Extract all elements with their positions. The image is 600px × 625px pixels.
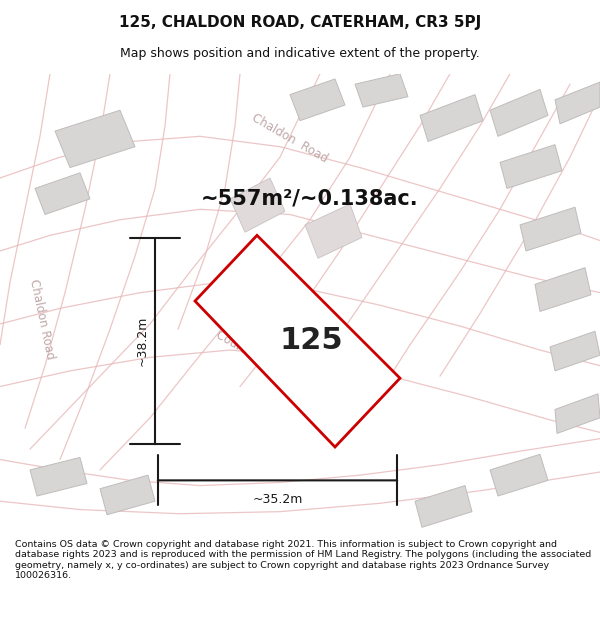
Polygon shape xyxy=(195,236,400,447)
Polygon shape xyxy=(305,204,362,258)
Text: Chaldon Road: Chaldon Road xyxy=(27,278,57,360)
Polygon shape xyxy=(520,208,581,251)
Text: Court Road: Court Road xyxy=(213,328,277,372)
Polygon shape xyxy=(35,173,90,214)
Polygon shape xyxy=(55,110,135,168)
Polygon shape xyxy=(535,268,591,311)
Polygon shape xyxy=(290,79,345,121)
Polygon shape xyxy=(420,94,483,141)
Text: ~35.2m: ~35.2m xyxy=(253,492,302,506)
Text: Map shows position and indicative extent of the property.: Map shows position and indicative extent… xyxy=(120,47,480,59)
Polygon shape xyxy=(415,486,472,528)
Polygon shape xyxy=(490,454,548,496)
Polygon shape xyxy=(100,475,155,515)
Text: ~38.2m: ~38.2m xyxy=(136,316,149,366)
Polygon shape xyxy=(490,89,548,136)
Text: Contains OS data © Crown copyright and database right 2021. This information is : Contains OS data © Crown copyright and d… xyxy=(15,540,591,580)
Polygon shape xyxy=(355,74,408,107)
Text: Chaldon  Road: Chaldon Road xyxy=(250,111,330,166)
Polygon shape xyxy=(230,178,285,232)
Polygon shape xyxy=(500,144,562,189)
Text: 125: 125 xyxy=(280,326,344,355)
Text: ~557m²/~0.138ac.: ~557m²/~0.138ac. xyxy=(201,189,419,209)
Polygon shape xyxy=(550,331,600,371)
Polygon shape xyxy=(30,458,87,496)
Text: 125, CHALDON ROAD, CATERHAM, CR3 5PJ: 125, CHALDON ROAD, CATERHAM, CR3 5PJ xyxy=(119,14,481,29)
Polygon shape xyxy=(555,394,600,434)
Polygon shape xyxy=(555,82,600,124)
